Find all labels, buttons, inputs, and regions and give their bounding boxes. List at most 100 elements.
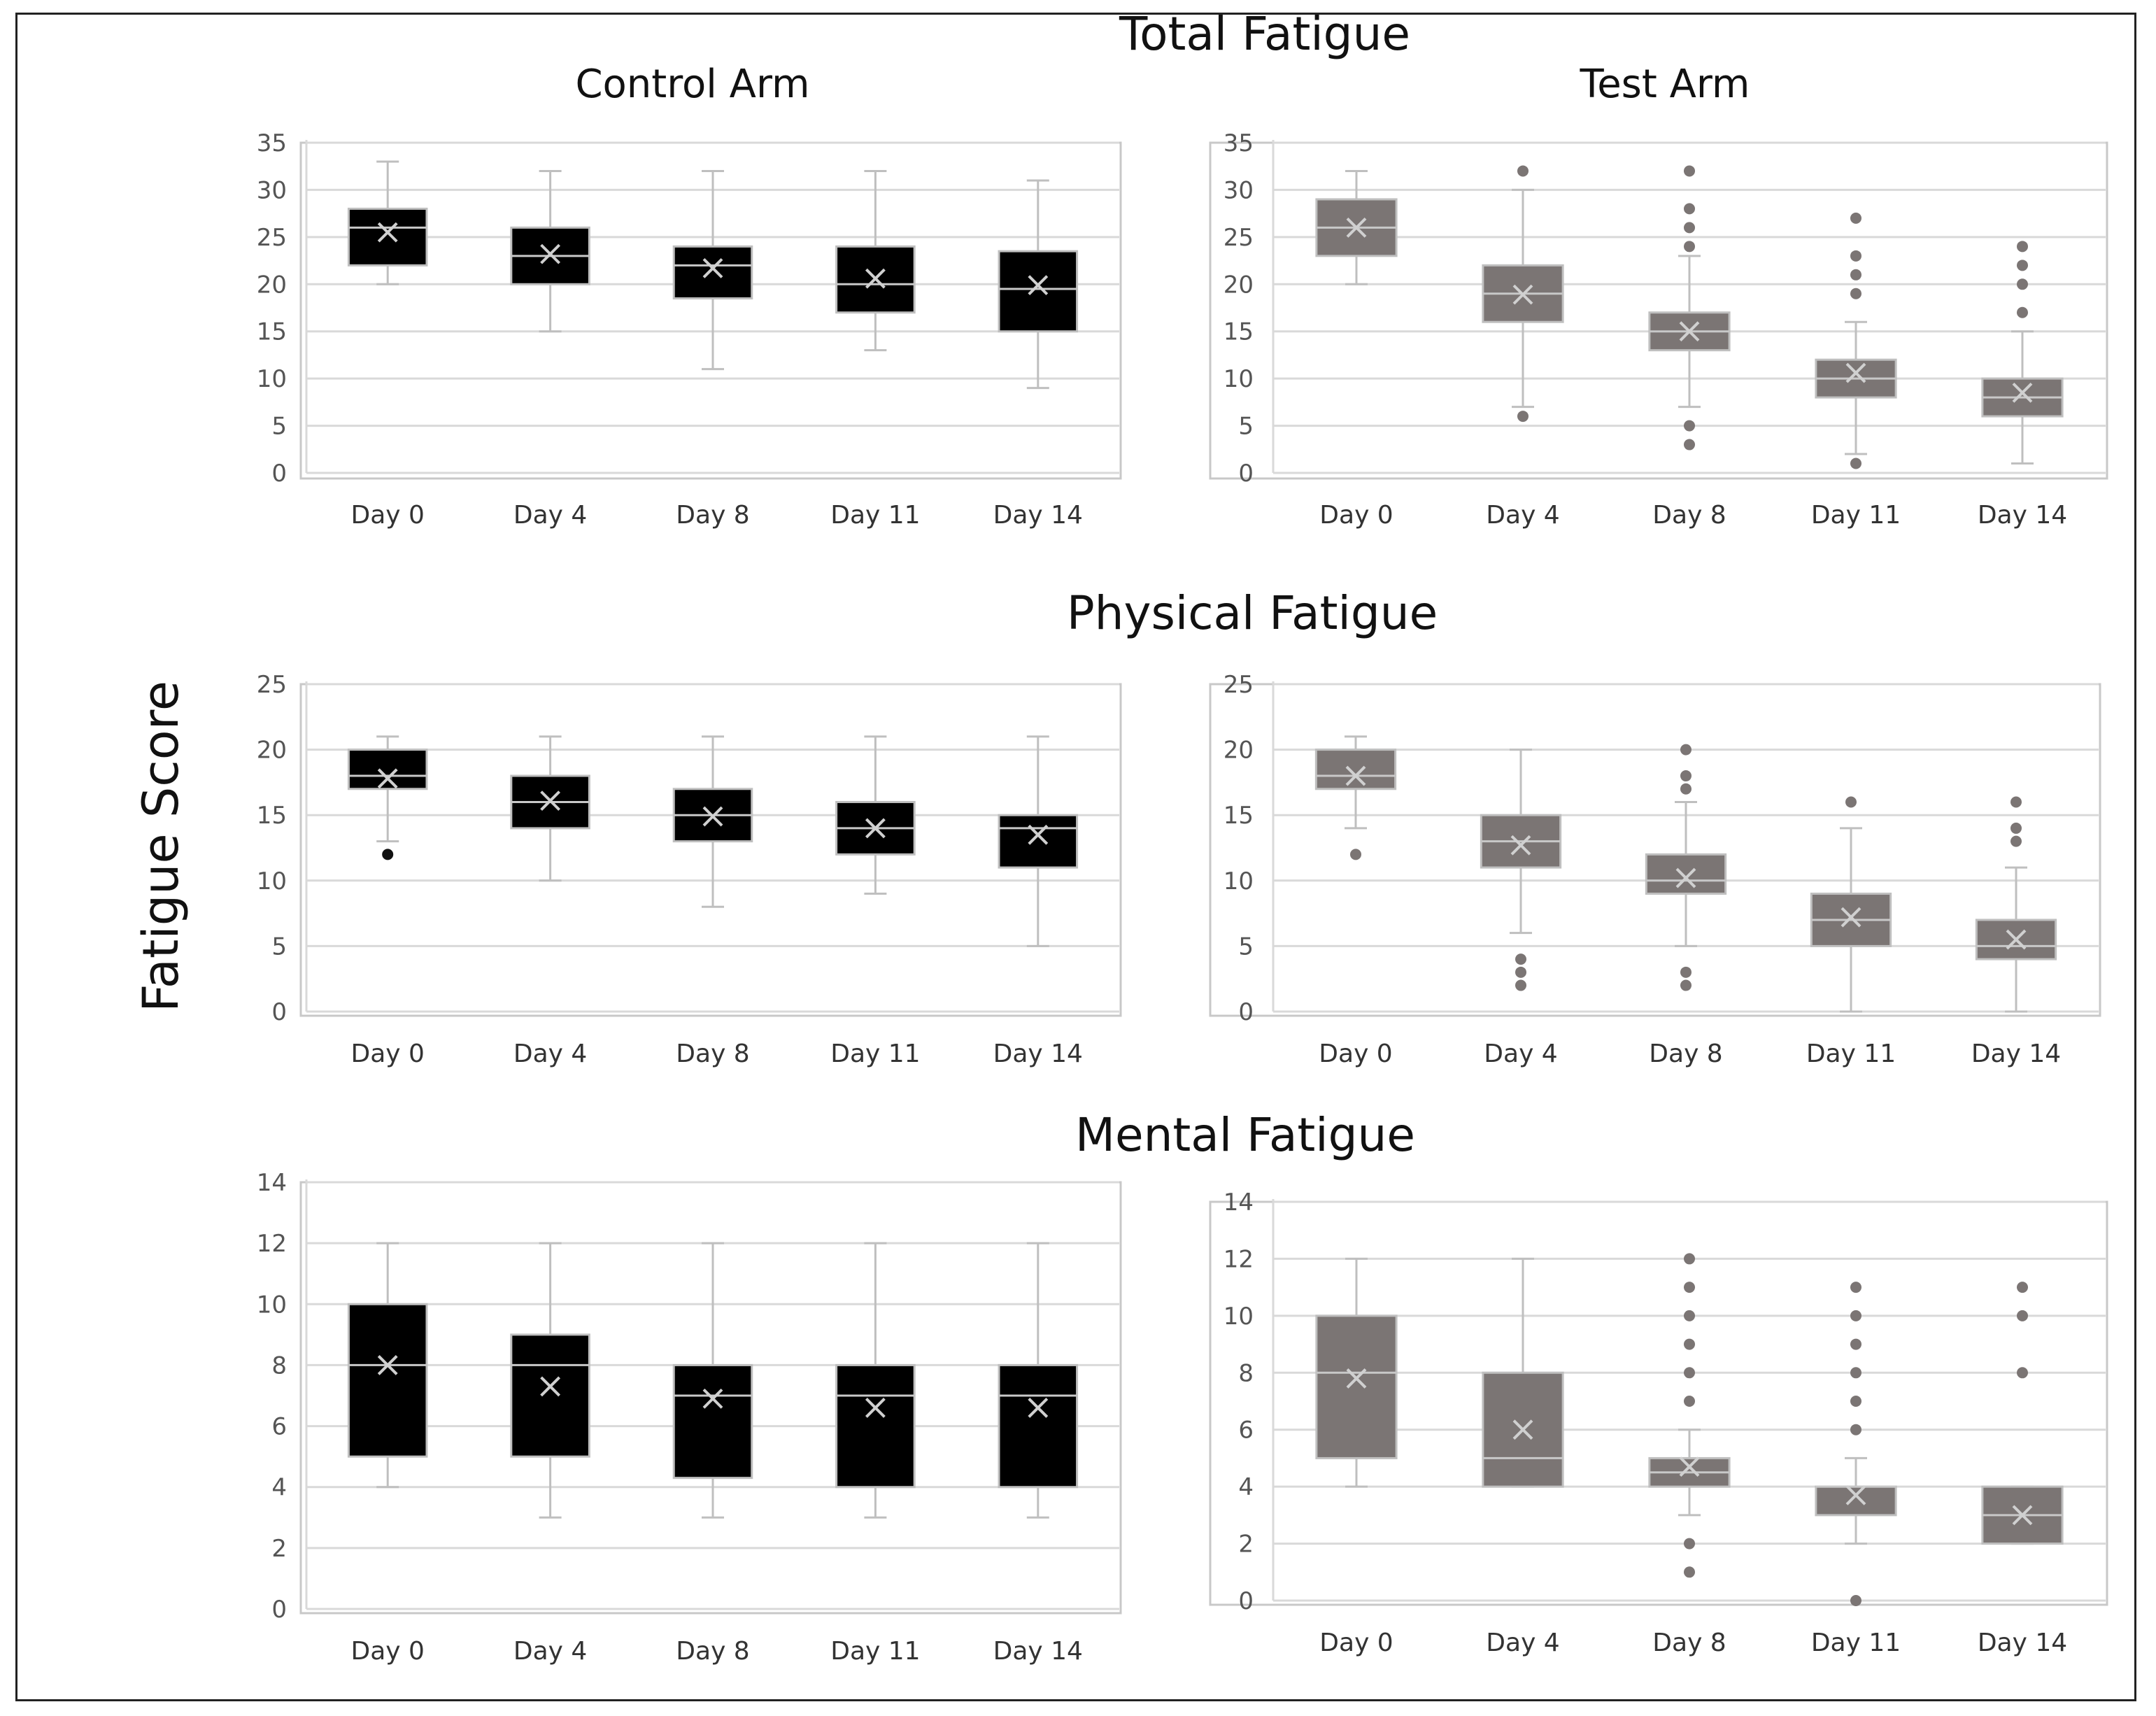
y-tick-label: 10 bbox=[1224, 867, 1254, 895]
y-tick-label: 15 bbox=[257, 318, 287, 346]
y-tick-label: 2 bbox=[271, 1535, 287, 1563]
mean-marker bbox=[1345, 765, 1366, 786]
boxplot-test-mental-fatigue: 0 2 4 6 8 10 12 14 Day 0 Day 4 Day 8 Day 11 Day 14 bbox=[1209, 1189, 2108, 1657]
outlier-point bbox=[1684, 420, 1695, 432]
mean-marker bbox=[702, 1388, 723, 1409]
y-tick-label: 2 bbox=[1238, 1531, 1254, 1559]
y-tick-label: 5 bbox=[271, 413, 287, 441]
x-category-label: Day 8 bbox=[676, 501, 749, 530]
box-day-0 bbox=[1315, 169, 1398, 285]
outlier-point bbox=[1684, 241, 1695, 253]
y-tick-label: 15 bbox=[1224, 318, 1254, 346]
x-category-label: Day 4 bbox=[1486, 501, 1559, 530]
x-category-label: Day 8 bbox=[676, 1637, 749, 1666]
outlier-point bbox=[1680, 770, 1692, 782]
outlier-point bbox=[1850, 288, 1861, 299]
y-tick-label: 10 bbox=[257, 867, 287, 895]
y-tick-label: 12 bbox=[257, 1230, 287, 1258]
y-tick-label: 5 bbox=[271, 933, 287, 960]
outlier-point bbox=[1684, 1338, 1695, 1350]
y-tick-label: 25 bbox=[1224, 224, 1254, 252]
box-day-11 bbox=[835, 735, 916, 895]
iqr-box bbox=[1315, 1314, 1398, 1459]
box-day-4 bbox=[1482, 165, 1564, 423]
mean-marker bbox=[1675, 867, 1696, 888]
outlier-point bbox=[2010, 822, 2022, 834]
box-day-0 bbox=[347, 1242, 428, 1489]
box-day-14 bbox=[998, 735, 1079, 947]
box-day-0 bbox=[347, 160, 428, 285]
y-tick-label: 35 bbox=[1224, 129, 1254, 157]
outlier-point bbox=[1515, 966, 1526, 978]
outlier-point bbox=[1684, 439, 1695, 451]
y-tick-label: 15 bbox=[257, 802, 287, 830]
mean-marker bbox=[1028, 275, 1049, 296]
mean-marker bbox=[1841, 907, 1861, 928]
outlier-point bbox=[1850, 1310, 1861, 1321]
outlier-point bbox=[1684, 203, 1695, 215]
mean-marker bbox=[865, 268, 886, 289]
arm-title-control: Control Arm bbox=[575, 62, 810, 107]
mean-marker bbox=[377, 1355, 398, 1375]
box-day-11 bbox=[835, 1242, 916, 1519]
y-tick-label: 10 bbox=[1224, 365, 1254, 393]
x-category-label: Day 14 bbox=[1971, 1040, 2061, 1068]
boxplot-control-physical-fatigue: 0 5 10 15 20 25 Day 0 Day 4 Day 8 Day 11 Day 14 bbox=[257, 671, 1122, 1068]
figure-frame bbox=[15, 13, 2136, 1701]
mean-marker bbox=[2006, 929, 2027, 950]
iqr-box bbox=[835, 1363, 916, 1489]
mean-marker bbox=[1028, 1398, 1049, 1418]
y-tick-label: 25 bbox=[257, 671, 287, 699]
x-category-label: Day 14 bbox=[1978, 501, 2067, 530]
plot-border bbox=[299, 683, 1122, 1017]
x-category-label: Day 14 bbox=[993, 1040, 1083, 1068]
iqr-box bbox=[1314, 749, 1397, 790]
box-day-8 bbox=[1648, 1253, 1731, 1578]
x-category-label: Day 14 bbox=[993, 1637, 1083, 1666]
outlier-point bbox=[1850, 458, 1861, 469]
box-day-14 bbox=[998, 179, 1079, 390]
outlier-point bbox=[1515, 953, 1526, 965]
outlier-point bbox=[1680, 979, 1692, 991]
mean-marker bbox=[1845, 362, 1866, 383]
y-tick-label: 12 bbox=[1224, 1245, 1254, 1273]
outlier-point bbox=[2017, 278, 2028, 290]
y-tick-label: 35 bbox=[257, 129, 287, 157]
box-day-11 bbox=[835, 169, 916, 352]
boxplot-test-total-fatigue: 0 5 10 15 20 25 30 35 Day 0 Day 4 Day 8 Day 11 Day 1… bbox=[1209, 129, 2108, 530]
box-day-11 bbox=[1815, 212, 1897, 469]
x-category-label: Day 11 bbox=[1806, 1040, 1896, 1068]
outlier-point bbox=[382, 849, 394, 860]
outlier-point bbox=[2017, 241, 2028, 253]
outlier-point bbox=[2017, 1310, 2028, 1321]
y-tick-label: 4 bbox=[271, 1474, 287, 1502]
outlier-point bbox=[1850, 1424, 1861, 1435]
outlier-point bbox=[1684, 165, 1695, 177]
outlier-point bbox=[1850, 1338, 1861, 1350]
mean-marker bbox=[1845, 1484, 1866, 1505]
box-day-4 bbox=[510, 735, 590, 882]
y-tick-label: 30 bbox=[1224, 176, 1254, 204]
outlier-point bbox=[2010, 796, 2022, 808]
mean-marker bbox=[702, 806, 723, 827]
iqr-box bbox=[1815, 1485, 1897, 1517]
box-day-4 bbox=[1482, 1257, 1564, 1488]
outlier-point bbox=[2017, 1282, 2028, 1293]
x-category-label: Day 11 bbox=[830, 1040, 920, 1068]
mean-marker bbox=[1346, 1368, 1367, 1389]
outlier-point bbox=[1680, 744, 1692, 756]
mean-marker bbox=[1512, 1419, 1533, 1440]
outlier-point bbox=[2017, 306, 2028, 318]
box-day-14 bbox=[998, 1242, 1079, 1519]
iqr-box bbox=[672, 1363, 753, 1480]
mean-marker bbox=[1510, 835, 1531, 856]
y-tick-label: 20 bbox=[257, 737, 287, 765]
outlier-point bbox=[1684, 1310, 1695, 1321]
iqr-box bbox=[1975, 919, 2057, 960]
iqr-box bbox=[347, 749, 428, 790]
box-day-0 bbox=[1314, 735, 1397, 860]
iqr-box bbox=[1645, 853, 1727, 895]
mean-marker bbox=[2012, 1505, 2033, 1526]
x-category-label: Day 4 bbox=[513, 1637, 587, 1666]
iqr-box bbox=[347, 207, 428, 267]
